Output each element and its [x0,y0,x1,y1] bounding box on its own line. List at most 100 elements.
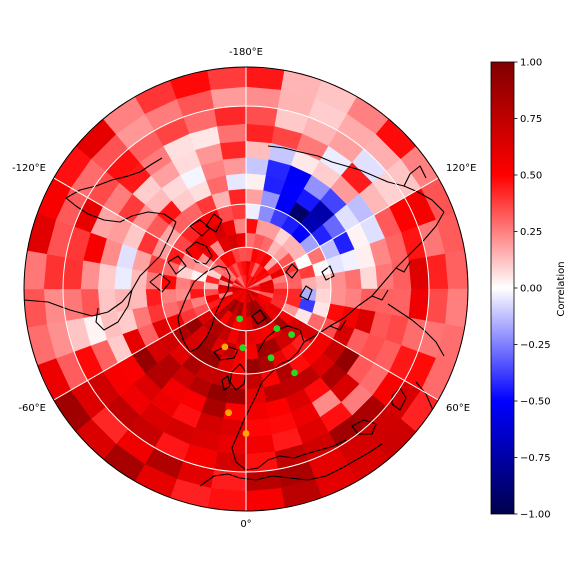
field-cell [160,288,178,305]
coastline-canadian-arctic [149,213,223,293]
coastline-north-america [24,197,177,331]
field-cell [243,274,247,290]
colorbar-tick-label: −1.00 [520,510,551,521]
polar-map: -180°E 120°E 60°E 0° -60°E -120°E [12,47,476,530]
field-cell [426,288,449,325]
colorbar-tick-label: 0.75 [520,114,542,125]
coastlines [24,145,445,487]
field-cell [130,288,148,310]
field-cell [217,434,247,455]
colorbar-tick-label: −0.25 [520,340,551,351]
field-cell [97,263,117,290]
field-cell [213,451,247,473]
coastline-svalbard [251,309,267,325]
site-marker-orange [225,409,233,417]
field-cell [245,157,270,176]
field-cell [210,86,247,109]
colorbar-tick-label: 1.00 [520,58,542,69]
field-cell [210,469,247,492]
lon-label-0: 0° [240,519,251,530]
colorbar-tick-label: 0.25 [520,227,542,238]
field-cell [245,188,264,206]
field-cell [228,188,247,206]
graticule [46,67,446,511]
meridian-line [46,309,211,405]
field-cell [408,256,430,290]
field-cell [245,434,275,455]
field-cell [359,265,378,290]
colorbar-gradient [490,61,515,515]
field-cell [329,288,347,307]
meridian-line [281,173,446,269]
field-cell [207,487,247,511]
site-marker-orange [221,343,229,351]
field-cell [62,288,84,322]
site-marker-orange [242,430,250,437]
field-cell [245,418,272,438]
field-cell [444,288,468,328]
lon-label-120w: -120°E [12,163,46,174]
field-cell [408,288,430,322]
field-cell [314,273,332,290]
field-cell [43,253,66,290]
field-cell [114,265,133,290]
colorbar-tick-label: 0.00 [520,284,542,295]
site-marker-green [288,331,295,338]
field-cell [213,105,247,127]
field-cell [444,250,468,290]
longitude-labels: -180°E 120°E 60°E 0° -60°E -120°E [12,47,476,530]
field-cell [220,418,247,438]
field-cell [245,357,262,375]
field-cell [245,469,282,492]
meridian-line [281,309,446,405]
map-boundary [23,66,469,512]
field-cell [43,288,66,325]
lon-label-60e: 60°E [446,403,470,414]
field-cell [130,268,148,290]
field-cell [375,263,395,290]
field-cell [245,402,270,421]
coastline-british-isles [221,363,247,391]
lon-label-120e: 120°E [446,163,476,174]
field-cell [97,288,117,315]
field-cell [245,173,267,191]
coastline-novaya-zemlya [285,263,335,301]
lon-label-60w: -60°E [18,403,46,414]
field-cell [145,288,163,307]
field-cell [426,253,449,290]
field-cell [24,288,48,328]
colorbar-tick-label: −0.75 [520,453,551,464]
colorbar-label: Correlation [556,261,567,316]
site-marker-green [267,354,275,362]
field-cell [230,203,247,221]
field-cell [245,372,264,390]
field-cell [375,288,395,315]
field-cell [217,123,247,144]
colorbar-tick-label: −0.50 [520,397,551,408]
colorbar-ticks: 1.00 0.75 0.50 0.25 0.00 −0.25 −0.50 −0.75 −1.00 [514,58,551,521]
site-marker-green [273,325,281,332]
meridian-line [46,173,211,269]
colorbar: 1.00 0.75 0.50 0.25 0.00 −0.25 −0.50 −0.75 −1.00… [490,58,567,521]
site-marker-green [239,344,247,352]
lon-label-180: -180°E [229,47,263,58]
field-cell [222,157,247,176]
field-cell [62,256,84,290]
colorbar-tick-label: 0.50 [520,171,542,182]
site-markers [221,315,298,437]
field-cell [225,173,247,191]
field-cell [245,140,272,160]
coastline-africa [199,443,383,487]
field-cell [245,67,285,91]
coastline-greenland [177,265,231,353]
coastline-alaska [65,157,163,199]
latitude-circle [203,246,289,332]
field-cell [245,487,285,511]
correlation-field [24,67,468,511]
field-cell [80,260,101,290]
field-cell [207,67,247,91]
field-cell [245,123,275,144]
field-cell [344,268,362,290]
field-cell [329,271,347,290]
